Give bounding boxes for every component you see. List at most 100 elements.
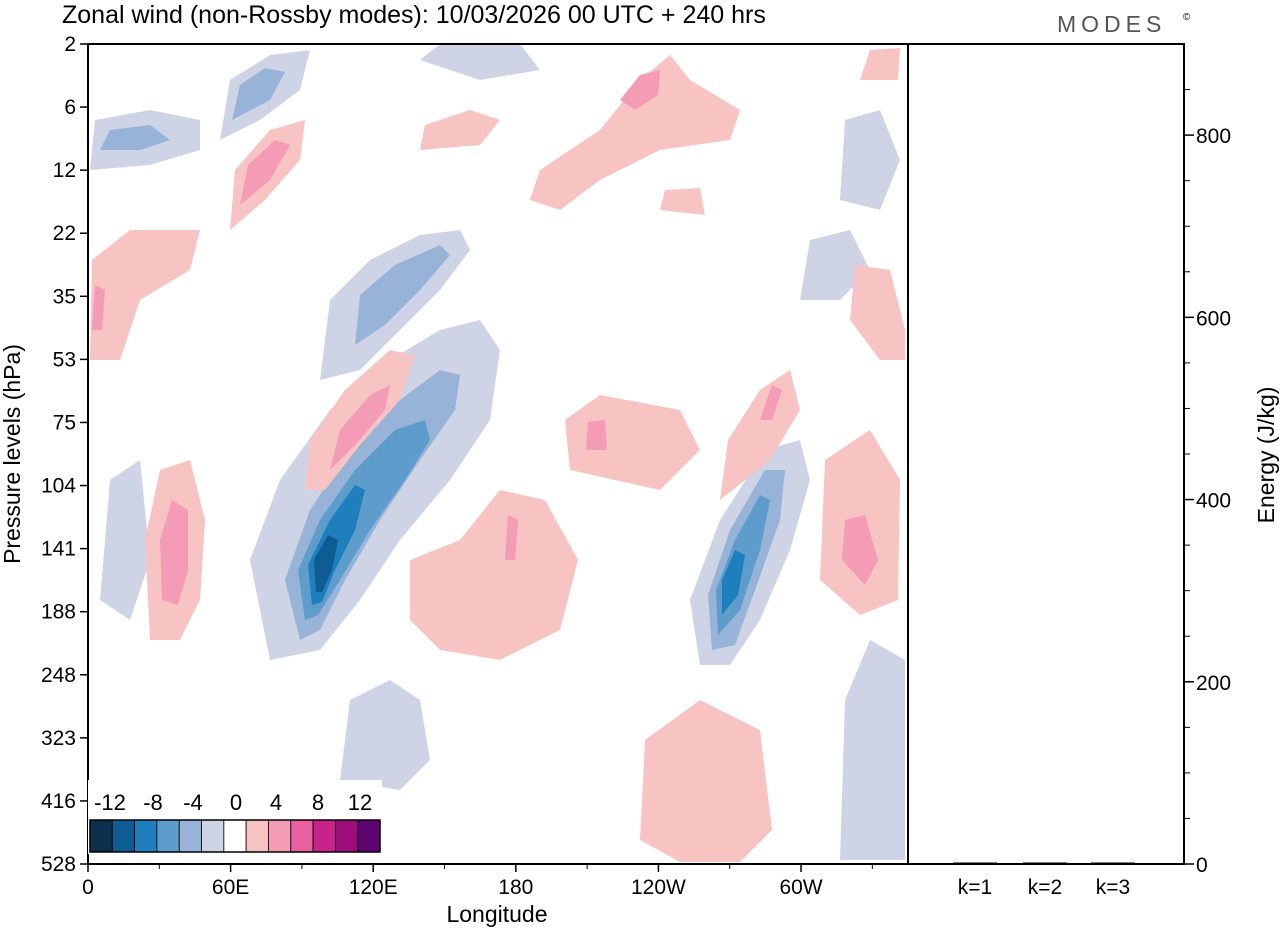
x-tick-label: 60W xyxy=(779,876,822,899)
y-tick-label: 323 xyxy=(41,727,76,750)
contour-pink-ur-mid xyxy=(660,188,705,215)
energy-category-label: k=3 xyxy=(1096,876,1130,899)
y-tick-label: 2 xyxy=(64,33,76,56)
colorbar-swatch xyxy=(245,819,269,853)
jet-feature-upper-negative xyxy=(90,50,470,380)
pink-feature-east-longitude xyxy=(145,460,205,640)
map-x-axis: 0 60E 120E 180 120W 60W xyxy=(82,864,873,899)
colorbar-label: 0 xyxy=(230,790,242,815)
y-tick-label: 35 xyxy=(53,285,76,308)
colorbar-label: -12 xyxy=(94,790,126,815)
modes-logo: MODES xyxy=(1057,11,1166,37)
pink-feature-east xyxy=(720,265,905,615)
colorbar-label: -4 xyxy=(183,790,203,815)
colorbar-label: 4 xyxy=(270,790,282,815)
colorbar-swatch xyxy=(290,819,314,853)
contour-right-mid-l1 xyxy=(800,230,870,300)
energy-tick-label: 800 xyxy=(1196,125,1231,148)
x-tick-label: 0 xyxy=(82,876,94,899)
colorbar-swatch xyxy=(223,819,247,853)
chart-title: Zonal wind (non-Rossby modes): 10/03/202… xyxy=(62,1,766,29)
contour-pink-ur-small xyxy=(860,48,900,80)
contour-pink-right-l2 xyxy=(842,515,878,585)
energy-bar xyxy=(1091,862,1135,864)
colorbar-swatch xyxy=(156,819,180,853)
energy-bar xyxy=(1023,862,1067,864)
pink-feature-central-pacific xyxy=(410,395,772,862)
contour-pink-east-l2 xyxy=(760,385,782,420)
energy-y-axis: 0 200 400 600 800 xyxy=(1184,89,1231,877)
energy-category-label: k=1 xyxy=(958,876,992,899)
energy-bars xyxy=(953,862,1135,864)
colorbar-swatch xyxy=(201,819,225,853)
colorbar-frame xyxy=(89,819,381,853)
x-tick-label: 180 xyxy=(498,876,533,899)
energy-tick-label: 0 xyxy=(1196,854,1208,877)
y-tick-label: 6 xyxy=(64,96,76,119)
y-tick-label: 22 xyxy=(53,222,76,245)
contour-pink-diagonal-l2 xyxy=(330,385,390,470)
colorbar-swatch xyxy=(312,819,336,853)
contour-pink-lower-left-l2 xyxy=(92,285,105,330)
energy-tick-label: 400 xyxy=(1196,490,1231,513)
contour-pink-east-l1 xyxy=(720,370,800,500)
y-tick-label: 188 xyxy=(41,601,76,624)
colorbar-swatch xyxy=(178,819,202,853)
contour-pink-ur-l2 xyxy=(620,70,660,110)
energy-x-axis: k=1 k=2 k=3 xyxy=(958,876,1130,899)
colorbar-legend: -12 -8 -4 0 4 8 12 xyxy=(88,780,382,854)
contour-pink-central-l2 xyxy=(505,515,518,560)
pink-feature-upper-diagonal xyxy=(90,120,305,360)
contour-upper-mid-l1 xyxy=(420,44,540,80)
y-axis-label: Pressure levels (hPa) xyxy=(0,344,25,564)
colorbar-label: -8 xyxy=(143,790,163,815)
y-tick-label: 104 xyxy=(41,475,76,498)
contour-left-mid-l1 xyxy=(100,460,150,620)
colorbar-swatch xyxy=(89,819,113,853)
jet-feature-east-pacific-negative xyxy=(690,440,810,665)
pink-feature-upper-right xyxy=(420,48,900,215)
y-tick-label: 248 xyxy=(41,664,76,687)
jet-feature-west-pacific-negative xyxy=(250,320,500,660)
y-tick-label: 416 xyxy=(41,790,76,813)
pink-feature-diagonal xyxy=(305,350,415,490)
x-axis-label: Longitude xyxy=(446,901,547,927)
colorbar-swatch xyxy=(268,819,292,853)
y-tick-label: 141 xyxy=(41,538,76,561)
energy-category-label: k=2 xyxy=(1028,876,1062,899)
contour-top-swirl-l2 xyxy=(232,68,285,120)
contour-pink-upper-center xyxy=(420,110,500,150)
map-contour-layer xyxy=(90,44,905,862)
colorbar-swatch xyxy=(334,819,359,853)
contour-pink-75-l1 xyxy=(565,395,700,490)
contour-upper-left-l2 xyxy=(100,125,170,150)
y-tick-label: 75 xyxy=(53,411,76,434)
y-tick-label: 12 xyxy=(53,159,76,182)
colorbar-label: 12 xyxy=(348,790,372,815)
contour-west-pacific-l5 xyxy=(314,535,338,592)
colorbar-swatch xyxy=(357,819,381,853)
contour-lower-central-l1 xyxy=(340,680,430,790)
x-tick-label: 60E xyxy=(212,876,249,899)
contour-pink-35e-l2 xyxy=(160,500,188,605)
contour-pink-right-upper xyxy=(850,265,905,360)
contour-lower-right-l1 xyxy=(840,640,905,860)
y-tick-label: 53 xyxy=(53,348,76,371)
x-tick-label: 120W xyxy=(631,876,686,899)
map-y-axis: 2 6 12 22 35 53 75 104 141 188 248 323 416 528 xyxy=(41,33,88,876)
energy-tick-label: 200 xyxy=(1196,672,1231,695)
y-tick-label: 528 xyxy=(41,853,76,876)
colorbar-swatch xyxy=(111,819,136,853)
x-tick-label: 120E xyxy=(349,876,398,899)
contour-upper-band-l2 xyxy=(355,245,450,345)
contour-pink-75-l2 xyxy=(586,420,607,450)
colorbar-label: 8 xyxy=(312,790,324,815)
logo-copyright-mark: © xyxy=(1183,12,1191,23)
colorbar-swatch xyxy=(134,819,158,853)
lower-negative-areas xyxy=(100,44,905,860)
energy-panel-frame xyxy=(907,43,1185,865)
contour-pink-lower-east xyxy=(640,700,772,862)
contour-pink-ur-l1 xyxy=(530,55,740,210)
